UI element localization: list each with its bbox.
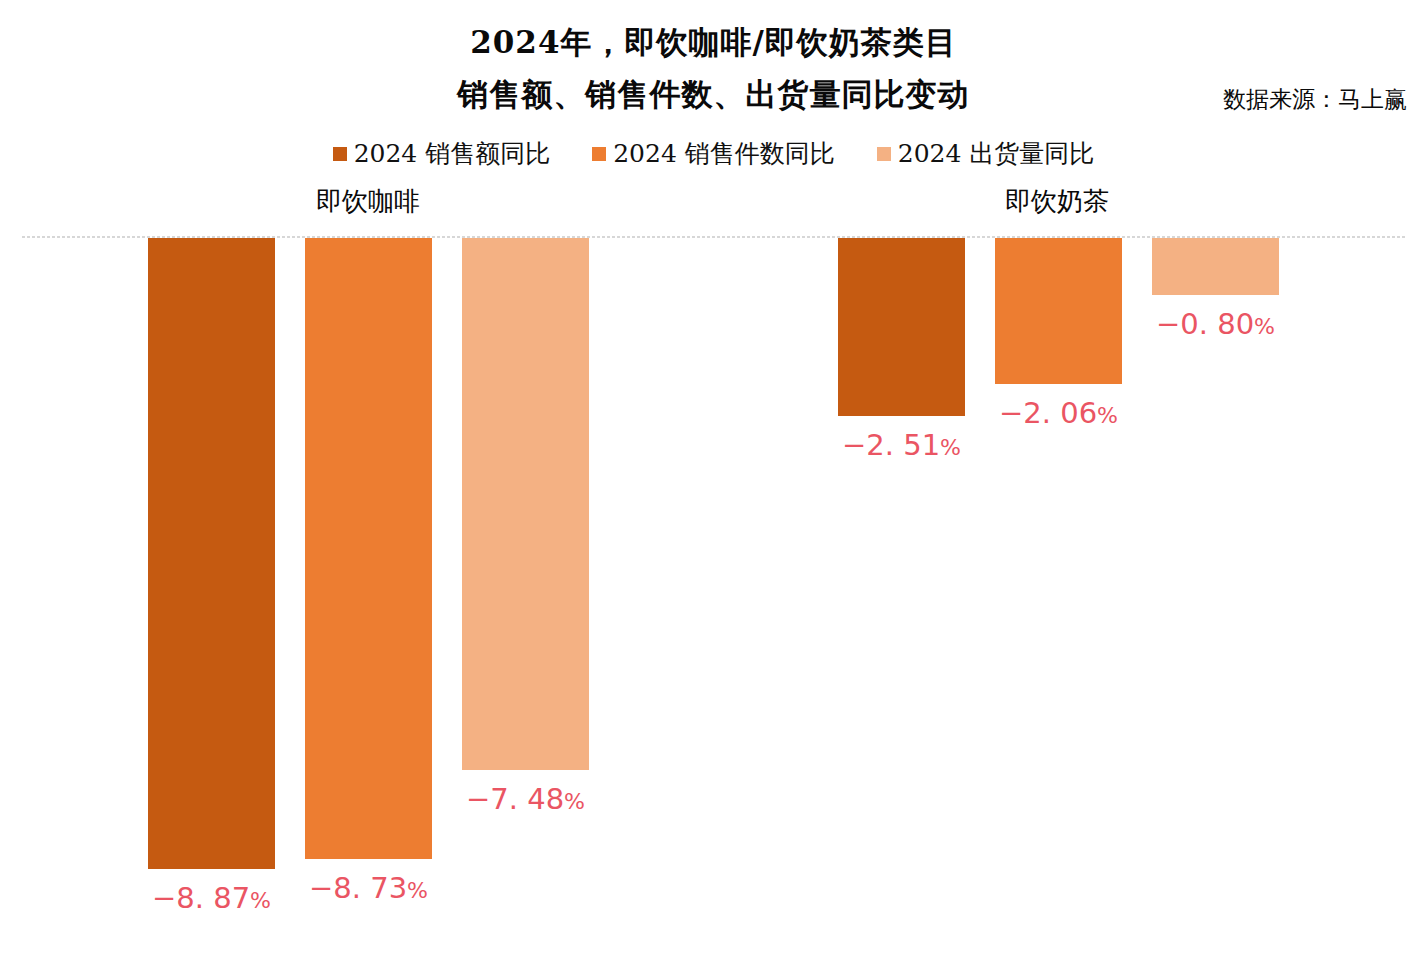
bar-coffee-shipment: [462, 238, 589, 770]
data-label-milk-tea-shipment: −0. 80%: [1156, 307, 1275, 341]
bar-coffee-sales-count: [305, 238, 432, 859]
bar-milk-tea-sales-count: [995, 238, 1122, 384]
data-label-milk-tea-sales-amount: −2. 51%: [842, 428, 961, 462]
plot-area: −8. 87% −8. 73% −7. 48% −2. 51% −2. 06% −0. 8…: [0, 0, 1427, 973]
data-label-milk-tea-sales-count: −2. 06%: [999, 396, 1118, 430]
bar-coffee-sales-amount: [148, 238, 275, 869]
bar-milk-tea-sales-amount: [838, 238, 965, 416]
data-label-coffee-sales-amount: −8. 87%: [152, 881, 271, 915]
chart-canvas: 2024年，即饮咖啡/即饮奶茶类目 销售额、销售件数、出货量同比变动 数据来源：…: [0, 0, 1427, 973]
data-label-coffee-shipment: −7. 48%: [466, 782, 585, 816]
bar-milk-tea-shipment: [1152, 238, 1279, 295]
data-label-coffee-sales-count: −8. 73%: [309, 871, 428, 905]
